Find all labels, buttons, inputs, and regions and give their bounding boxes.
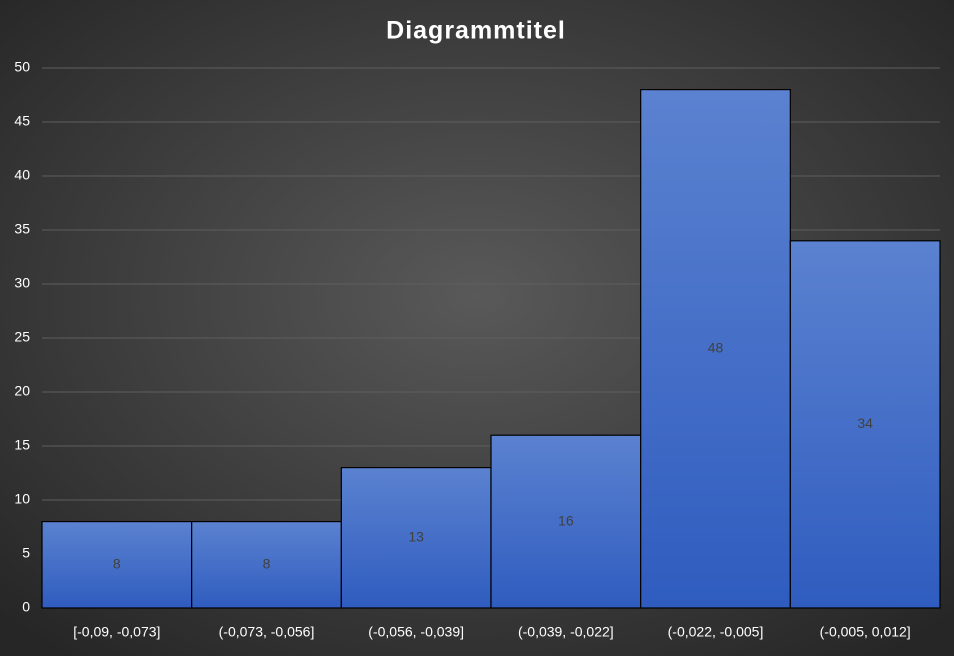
y-tick-label: 40 (14, 167, 30, 183)
data-label: 34 (857, 415, 873, 431)
y-tick-label: 0 (22, 599, 30, 615)
bar (789, 240, 941, 609)
y-tick-label: 5 (22, 545, 30, 561)
y-tick-label: 25 (14, 329, 30, 345)
data-label: 8 (263, 556, 271, 572)
chart-title: Diagrammtitel (386, 17, 566, 45)
y-tick-label: 50 (14, 59, 30, 75)
y-tick-label: 45 (14, 113, 30, 129)
x-tick-label: (-0,073, -0,056] (219, 624, 315, 640)
data-label: 16 (558, 512, 574, 528)
y-tick-label: 20 (14, 383, 30, 399)
data-label: 48 (708, 340, 724, 356)
x-tick-label: [-0,09, -0,073] (73, 624, 160, 640)
y-tick-label: 15 (14, 437, 30, 453)
bar (640, 88, 791, 609)
y-tick-label: 30 (14, 275, 30, 291)
y-tick-label: 10 (14, 491, 30, 507)
x-tick-label: (-0,022, -0,005] (668, 624, 764, 640)
x-tick-label: (-0,005, 0,012] (820, 624, 911, 640)
data-label: 8 (113, 556, 121, 572)
y-tick-label: 35 (14, 221, 30, 237)
data-label: 13 (408, 529, 424, 545)
x-tick-label: (-0,056, -0,039] (368, 624, 464, 640)
bar (340, 467, 492, 609)
x-tick-label: (-0,039, -0,022] (518, 624, 614, 640)
